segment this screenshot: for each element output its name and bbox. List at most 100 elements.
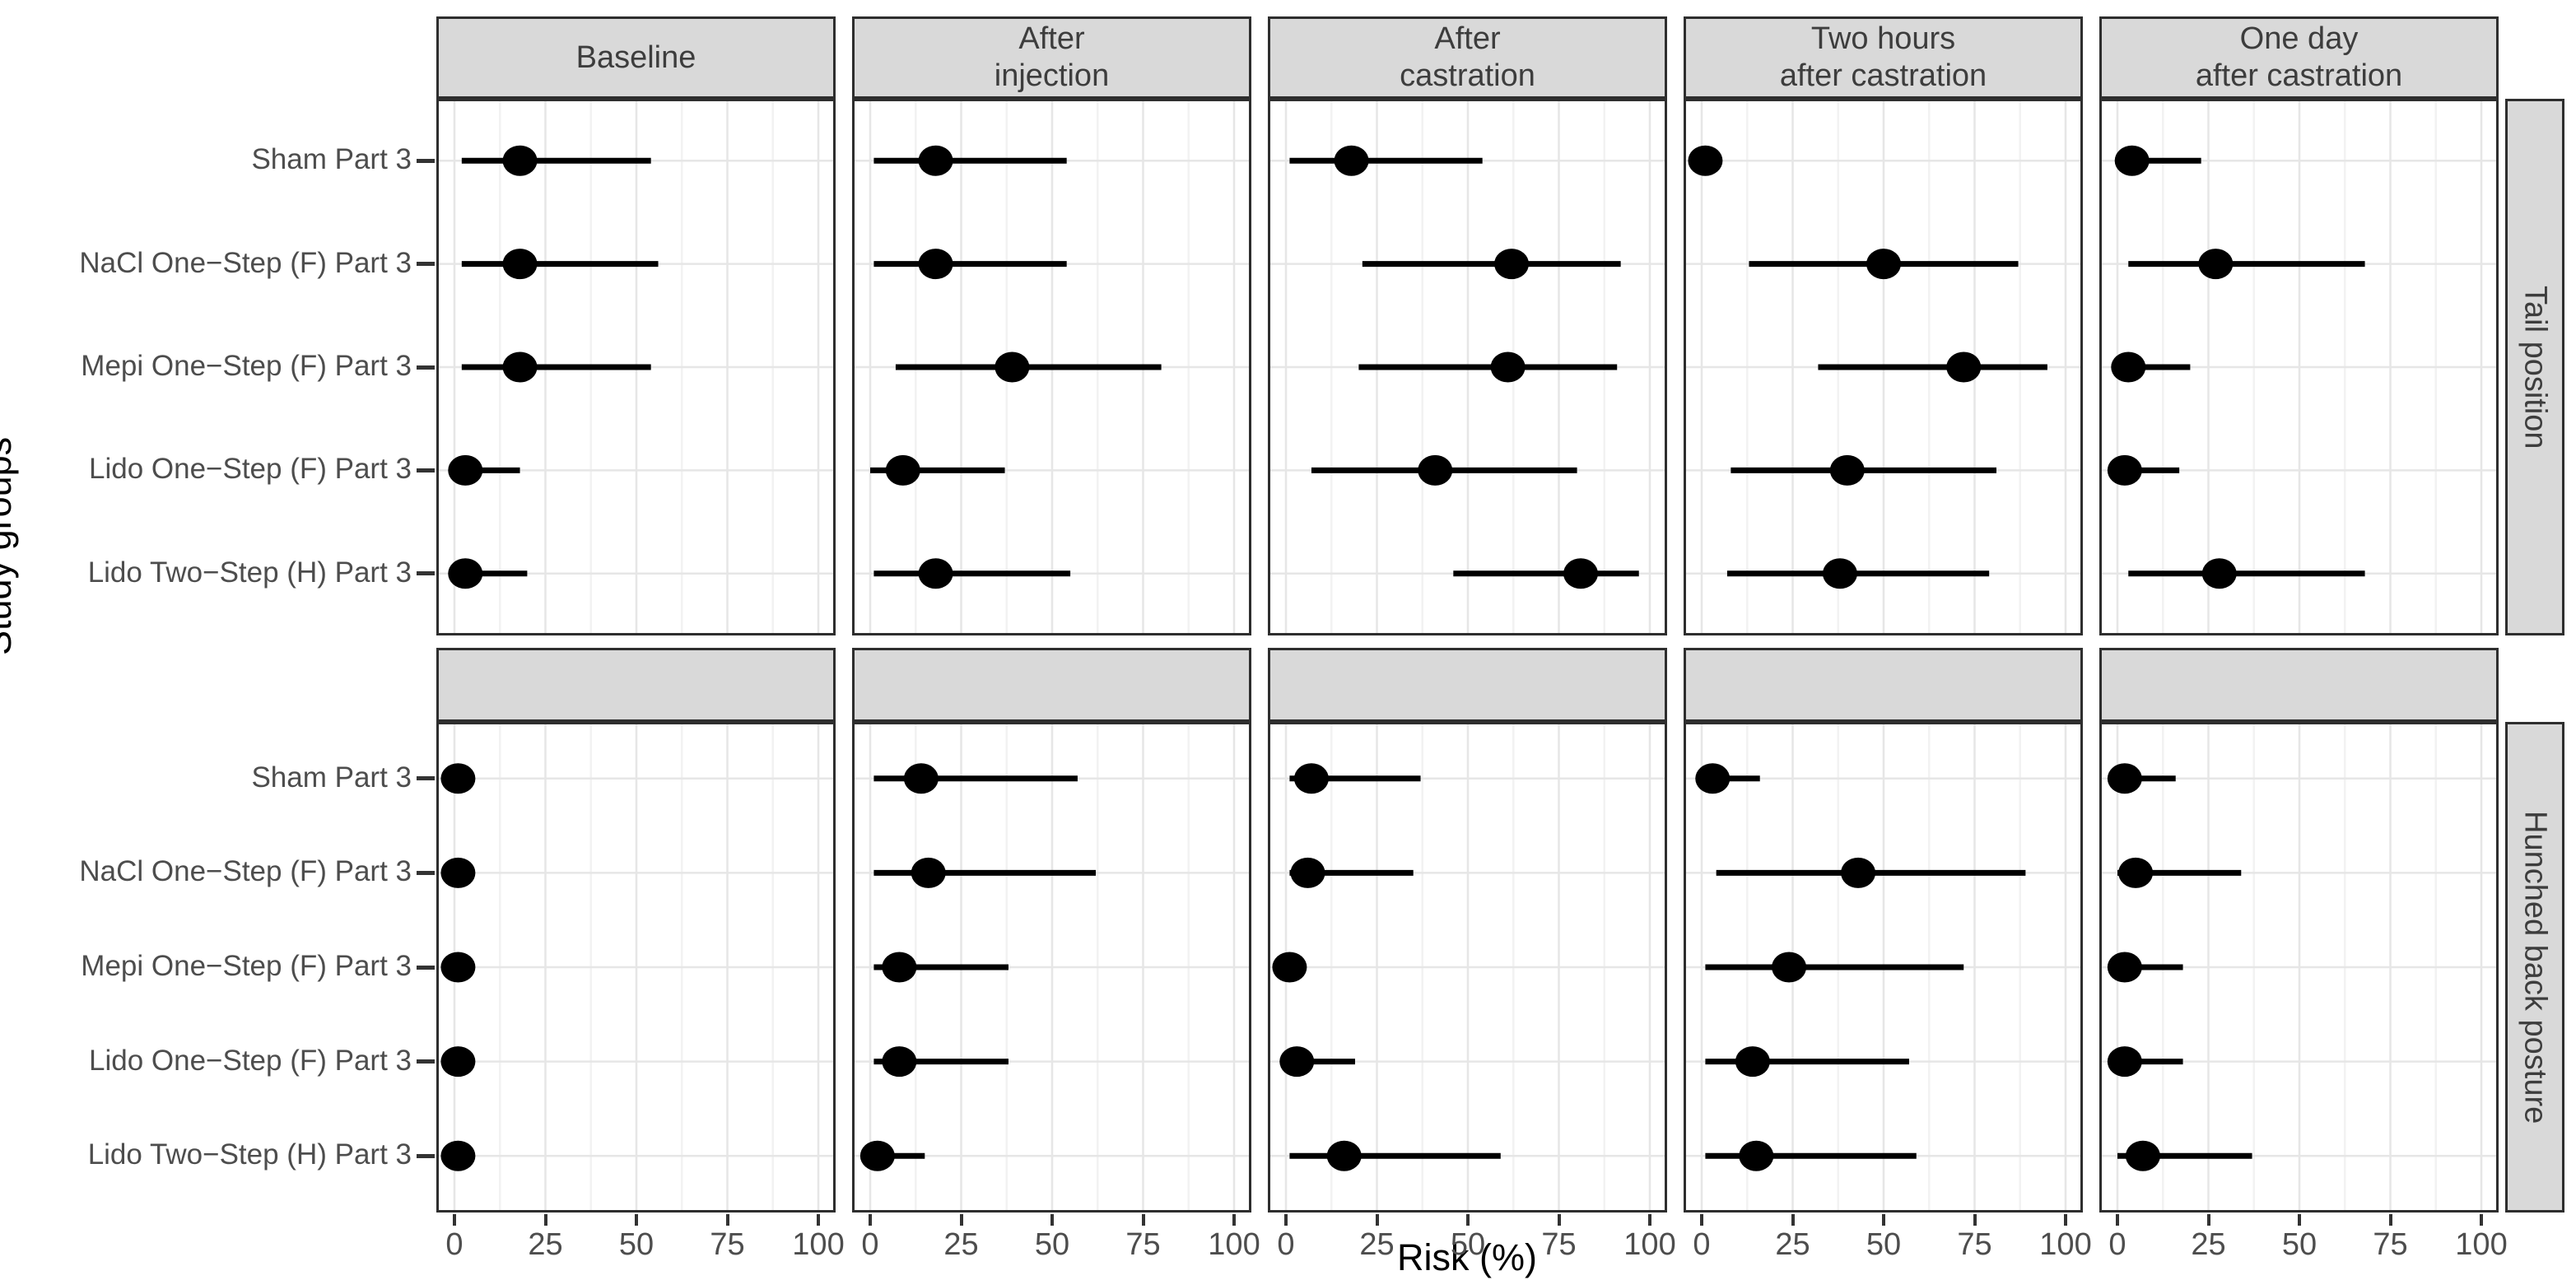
x-tick-mark [1466, 1214, 1470, 1226]
y-axis-label: Lido One−Step (F) Part 3 [88, 1044, 412, 1077]
y-axis-label: Sham Part 3 [251, 143, 412, 176]
data-point [911, 857, 946, 888]
panel-border [1684, 722, 2083, 1213]
facet-panel [1268, 722, 1667, 1213]
x-tick-mark [1284, 1214, 1288, 1226]
x-tick-mark [817, 1214, 820, 1226]
facet-row-strip: Tail position [2505, 99, 2564, 635]
facet-column-header: Two hours after castration [1684, 16, 2083, 99]
facet-panel [2099, 99, 2499, 635]
x-tick-label: 25 [943, 1227, 979, 1262]
data-point [440, 952, 476, 983]
panel-border [436, 99, 836, 635]
panel-border [1268, 99, 1667, 635]
facet-blank-strip [1684, 648, 2083, 722]
y-tick-mark [417, 776, 435, 781]
panel-border [852, 99, 1251, 635]
facet-panel [1684, 722, 2083, 1213]
facet-column-header: Baseline [436, 16, 836, 99]
x-tick-label: 100 [2039, 1227, 2092, 1262]
x-tick-label: 100 [1623, 1227, 1676, 1262]
data-point [502, 351, 538, 383]
data-point [918, 249, 953, 280]
y-tick-mark [417, 365, 435, 370]
y-axis-label: NaCl One−Step (F) Part 3 [79, 855, 412, 888]
x-tick-mark [725, 1214, 729, 1226]
data-point [1735, 1046, 1770, 1078]
data-point [2118, 857, 2154, 888]
facet-row-strip: Hunched back posture [2505, 722, 2564, 1213]
x-tick-label: 50 [1450, 1227, 1486, 1262]
facet-blank-strip [852, 648, 1251, 722]
x-tick-label: 25 [1775, 1227, 1810, 1262]
y-axis-title: Study groups [0, 436, 19, 655]
y-axis-label: Sham Part 3 [251, 761, 412, 794]
facet-panel [2099, 722, 2499, 1213]
data-point [2125, 1140, 2160, 1171]
x-tick-mark [1882, 1214, 1885, 1226]
x-tick-label: 50 [2281, 1227, 2317, 1262]
y-tick-mark [417, 571, 435, 576]
data-point [448, 454, 483, 486]
data-point [2107, 763, 2142, 794]
y-axis-label: Lido Two−Step (H) Part 3 [87, 556, 412, 589]
facet-panel [1684, 99, 2083, 635]
facet-panel [852, 722, 1251, 1213]
data-point [1841, 857, 1876, 888]
data-point [918, 145, 953, 176]
data-point [1695, 763, 1731, 794]
x-tick-mark [1375, 1214, 1379, 1226]
y-tick-mark [417, 158, 435, 163]
facet-column-header: After injection [852, 16, 1251, 99]
data-point [885, 454, 920, 486]
facet-row-strip-label: Tail position [2518, 285, 2553, 449]
x-tick-label: 25 [2191, 1227, 2226, 1262]
y-tick-mark [417, 1153, 435, 1158]
x-tick-label: 75 [710, 1227, 745, 1262]
facet-panel [1268, 99, 1667, 635]
data-point [1829, 454, 1865, 486]
data-point [1688, 145, 1723, 176]
data-point [1946, 351, 1982, 383]
data-point [1290, 857, 1325, 888]
y-axis-label: Lido Two−Step (H) Part 3 [87, 1138, 412, 1171]
data-point [2114, 145, 2150, 176]
x-tick-mark [2480, 1214, 2483, 1226]
x-tick-mark [635, 1214, 638, 1226]
facet-panel [436, 99, 836, 635]
data-point [440, 763, 476, 794]
data-point [882, 952, 917, 983]
y-axis-label: Lido One−Step (F) Part 3 [88, 453, 412, 486]
x-tick-label: 0 [445, 1227, 463, 1262]
data-point [1494, 249, 1530, 280]
x-tick-label: 25 [528, 1227, 563, 1262]
facet-row-strip-label: Hunched back posture [2518, 810, 2553, 1124]
x-tick-mark [1973, 1214, 1977, 1226]
data-point [995, 351, 1030, 383]
x-tick-mark [1141, 1214, 1145, 1226]
x-tick-mark [1232, 1214, 1236, 1226]
x-tick-label: 75 [1957, 1227, 1992, 1262]
facet-blank-strip [1268, 648, 1667, 722]
data-point [2107, 952, 2142, 983]
data-point [1418, 454, 1453, 486]
data-point [1772, 952, 1807, 983]
data-point [882, 1046, 917, 1078]
x-tick-mark [453, 1214, 456, 1226]
x-tick-mark [2206, 1214, 2210, 1226]
data-point [1822, 558, 1857, 589]
panel-border [1268, 722, 1667, 1213]
x-tick-label: 50 [1034, 1227, 1070, 1262]
x-tick-label: 100 [1208, 1227, 1260, 1262]
facet-column-header: After castration [1268, 16, 1667, 99]
x-tick-mark [1050, 1214, 1054, 1226]
data-point [1490, 351, 1526, 383]
y-tick-mark [417, 262, 435, 267]
facet-panel [852, 99, 1251, 635]
facet-blank-strip [2099, 648, 2499, 722]
data-point [2111, 351, 2146, 383]
data-point [502, 145, 538, 176]
data-point [2201, 558, 2237, 589]
panel-border [852, 722, 1251, 1213]
